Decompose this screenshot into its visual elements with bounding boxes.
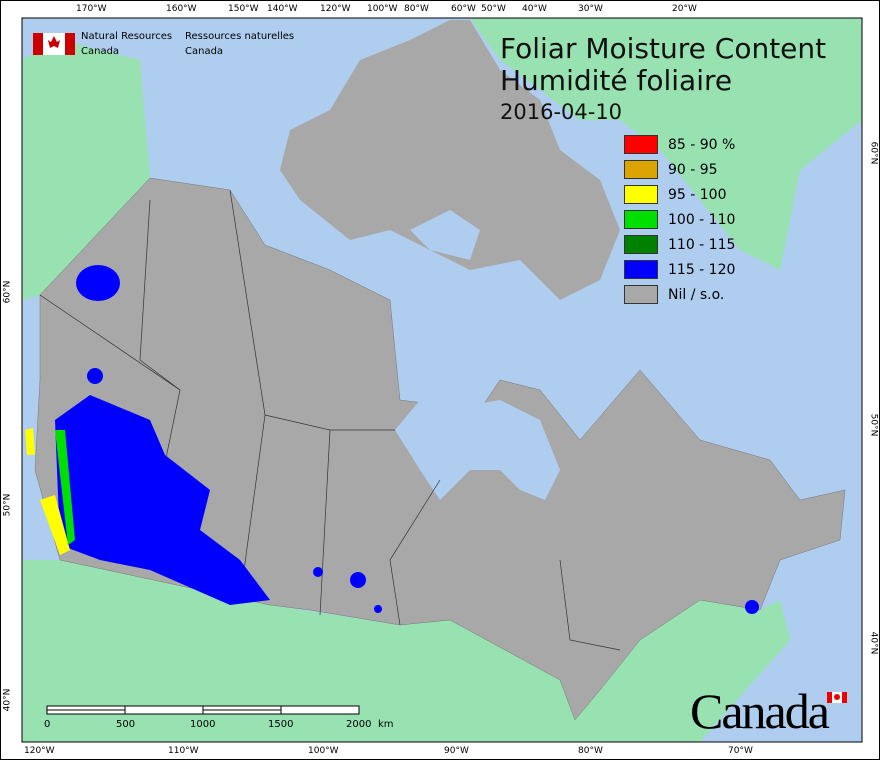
legend-swatch (624, 260, 658, 279)
agency-en: Natural Resources Canada (81, 29, 172, 59)
patch-115-120-yukon (76, 265, 120, 301)
scale-label: 0 (44, 719, 51, 730)
legend-item: 115 - 120 (624, 260, 735, 279)
bottom-tick-label: 80°W (578, 746, 603, 756)
agency-en-line1: Natural Resources (81, 31, 173, 42)
title-fr: Humidité foliaire (500, 64, 733, 97)
top-tick-label: 50°W (481, 4, 506, 14)
legend-swatch (624, 235, 658, 254)
usa (22, 560, 790, 742)
scale-unit: km (378, 719, 394, 730)
patch-115-120 (745, 600, 759, 614)
patch-115-120 (374, 605, 382, 613)
map-date: 2016-04-10 (500, 100, 623, 124)
legend-swatch (624, 160, 658, 179)
bottom-tick-label: 100°W (308, 746, 339, 756)
arctic-islands (280, 20, 620, 300)
canada-wordmark: Canada (690, 683, 830, 739)
agency-fr-line1: Ressources naturelles (185, 31, 295, 42)
scale-label: 2000 (346, 719, 372, 730)
scale-bar (46, 705, 360, 715)
top-tick-label: 170°W (76, 4, 107, 14)
legend-item: 85 - 90 % (624, 135, 735, 154)
legend-label: 85 - 90 % (668, 136, 736, 153)
baffin-water (410, 210, 480, 260)
greenland (470, 18, 862, 270)
bottom-tick-label: 110°W (168, 746, 199, 756)
legend-swatch (624, 185, 658, 204)
canada-flag-logo (33, 33, 75, 55)
top-tick-label: 40°W (522, 4, 547, 14)
top-tick-label: 120°W (320, 4, 351, 14)
bottom-tick-label: 70°W (728, 746, 753, 756)
right-tick-label: 50°N (868, 413, 879, 437)
patch-115-120 (87, 368, 103, 384)
patch-115-120 (350, 572, 366, 588)
top-tick-label: 30°W (578, 4, 603, 14)
legend-swatch (624, 135, 658, 154)
legend-item: 90 - 95 (624, 160, 718, 179)
agency-en-line2: Canada (81, 46, 120, 57)
legend-label: Nil / s.o. (668, 286, 725, 303)
alaska (22, 40, 150, 300)
coastal-low-moisture (25, 428, 75, 555)
top-tick-label: 160°W (166, 4, 197, 14)
agency-fr-line2: Canada (185, 46, 224, 57)
patch-115-120-west (55, 395, 270, 605)
foliar-moisture-patches (55, 265, 759, 614)
scale-label: 1500 (268, 719, 294, 730)
bottom-tick-label: 120°W (24, 746, 55, 756)
wordmark-flag (827, 692, 847, 703)
legend-label: 95 - 100 (668, 186, 727, 203)
top-tick-label: 100°W (367, 4, 398, 14)
right-tick-label: 60°N (868, 141, 879, 165)
scale-label: 500 (116, 719, 136, 730)
top-tick-label: 150°W (228, 4, 259, 14)
patch-115-120 (313, 567, 323, 577)
legend-swatch (624, 285, 658, 304)
legend-item: 95 - 100 (624, 185, 727, 204)
legend-item: Nil / s.o. (624, 285, 724, 304)
legend-swatch (624, 210, 658, 229)
top-tick-label: 140°W (267, 4, 298, 14)
right-tick-label: 40°N (868, 631, 879, 655)
scale-label: 1000 (190, 719, 216, 730)
legend-item: 110 - 115 (624, 235, 735, 254)
legend-item: 100 - 110 (624, 210, 735, 229)
left-tick-label: 50°N (2, 493, 13, 517)
top-tick-label: 20°W (672, 4, 697, 14)
agency-fr: Ressources naturelles Canada (185, 29, 294, 59)
top-tick-label: 80°W (404, 4, 429, 14)
title-en: Foliar Moisture Content (500, 32, 827, 65)
left-tick-label: 60°N (2, 280, 13, 304)
left-tick-label: 40°N (2, 688, 13, 712)
legend-label: 100 - 110 (668, 211, 736, 228)
legend-label: 90 - 95 (668, 161, 718, 178)
top-tick-label: 60°W (451, 4, 476, 14)
hudson-bay (395, 400, 560, 500)
legend-label: 115 - 120 (668, 261, 736, 278)
legend-label: 110 - 115 (668, 236, 736, 253)
bottom-tick-label: 90°W (444, 746, 469, 756)
